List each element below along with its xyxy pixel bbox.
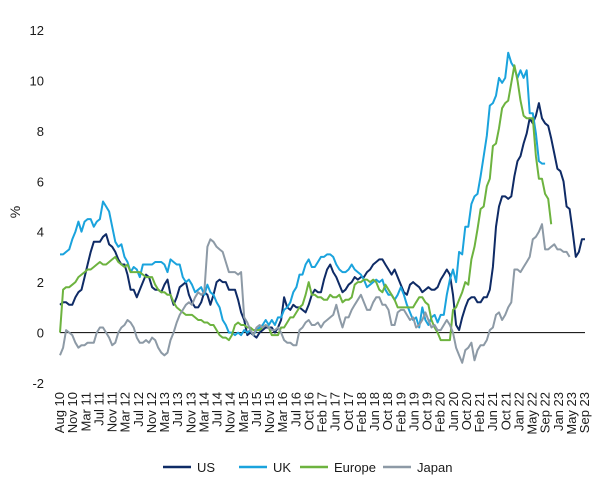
y-tick-label: 8 bbox=[37, 124, 44, 139]
x-tick-label: Feb 18 bbox=[354, 392, 369, 432]
x-tick-label: Feb 20 bbox=[433, 392, 448, 432]
x-tick-label: Mar 12 bbox=[118, 392, 133, 432]
x-tick-label: Feb 19 bbox=[393, 392, 408, 432]
legend: US UK Europe Japan bbox=[163, 460, 452, 475]
x-tick-label: Aug 10 bbox=[52, 392, 67, 433]
x-tick-label: Jul 12 bbox=[131, 392, 146, 427]
x-tick-label: May 22 bbox=[525, 392, 540, 435]
x-tick-label: Mar 16 bbox=[275, 392, 290, 432]
y-tick-label: 2 bbox=[37, 275, 44, 290]
x-tick-label: Jul 16 bbox=[288, 392, 303, 427]
series-line-us bbox=[59, 102, 585, 339]
legend-label-us: US bbox=[197, 460, 215, 475]
x-tick-label: Jun 18 bbox=[367, 392, 382, 431]
y-tick-label: 0 bbox=[37, 326, 44, 341]
x-tick-label: Oct 16 bbox=[301, 392, 316, 430]
x-tick-label: Jan 22 bbox=[511, 392, 526, 431]
y-tick-label: 12 bbox=[30, 23, 44, 38]
x-tick-label: May 23 bbox=[564, 392, 579, 435]
x-tick-label: Nov 13 bbox=[183, 392, 198, 433]
y-axis: -2 0 2 4 6 8 10 12 bbox=[30, 23, 44, 391]
x-tick-label: Jun 21 bbox=[485, 392, 500, 431]
x-tick-label: Nov 11 bbox=[105, 392, 120, 432]
x-tick-label: Nov 10 bbox=[65, 392, 80, 433]
x-tick-label: Jul 15 bbox=[249, 392, 264, 427]
legend-label-japan: Japan bbox=[417, 460, 452, 475]
x-tick-label: Jun 17 bbox=[328, 392, 343, 431]
x-tick-label: Oct 17 bbox=[341, 392, 356, 430]
x-tick-label: Oct 21 bbox=[498, 392, 513, 430]
y-tick-label: 10 bbox=[30, 73, 44, 88]
x-tick-label: Jul 14 bbox=[210, 392, 225, 427]
x-tick-label: Nov 12 bbox=[144, 392, 159, 433]
x-tick-label: Jul 13 bbox=[170, 392, 185, 427]
y-axis-label: % bbox=[7, 206, 23, 218]
x-tick-label: Oct 18 bbox=[380, 392, 395, 430]
series-line-japan bbox=[59, 223, 571, 364]
legend-label-uk: UK bbox=[273, 460, 291, 475]
x-tick-label: Oct 20 bbox=[459, 392, 474, 430]
x-tick-label: Oct 19 bbox=[420, 392, 435, 430]
y-tick-label: 6 bbox=[37, 174, 44, 189]
y-tick-label: -2 bbox=[32, 376, 44, 391]
x-tick-label: Mar 13 bbox=[157, 392, 172, 432]
series-line-europe bbox=[59, 64, 553, 342]
legend-label-europe: Europe bbox=[334, 460, 376, 475]
x-tick-label: Sep 22 bbox=[538, 392, 553, 433]
series-line-uk bbox=[60, 51, 546, 337]
x-tick-label: Nov 14 bbox=[223, 392, 238, 433]
x-tick-label: Mar 14 bbox=[196, 392, 211, 432]
x-tick-label: Jan 23 bbox=[551, 392, 566, 431]
x-tick-label: Sep 23 bbox=[577, 392, 592, 433]
x-tick-label: Jun 20 bbox=[446, 392, 461, 431]
x-tick-label: Mar 11 bbox=[78, 392, 93, 432]
series-lines bbox=[59, 51, 585, 364]
x-tick-label: Nov 15 bbox=[262, 392, 277, 433]
x-tick-label: Jul 11 bbox=[91, 392, 106, 426]
x-tick-label: Jun 19 bbox=[406, 392, 421, 431]
x-tick-label: Feb 17 bbox=[315, 392, 330, 432]
x-tick-label: Feb 21 bbox=[472, 392, 487, 432]
x-tick-label: Mar 15 bbox=[236, 392, 251, 432]
y-tick-label: 4 bbox=[37, 225, 44, 240]
